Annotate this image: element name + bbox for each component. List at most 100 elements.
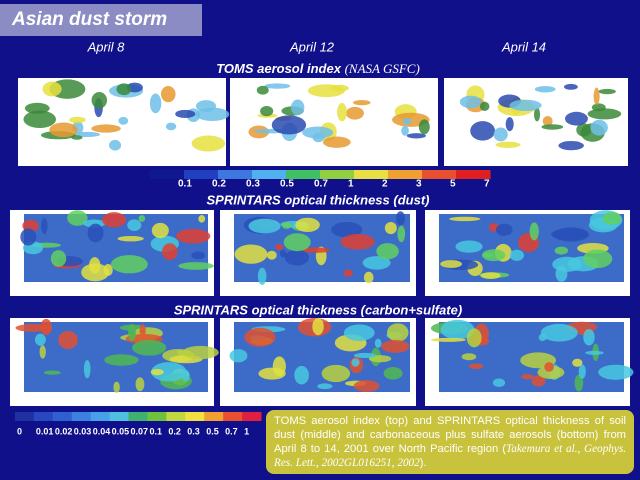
- map-blob: [234, 244, 268, 264]
- map-blob: [340, 233, 375, 250]
- map-blob: [41, 218, 48, 234]
- map-blob: [321, 364, 351, 383]
- map-blob: [151, 222, 169, 239]
- colorbar-swatch: [185, 412, 205, 421]
- map-blob: [50, 250, 67, 267]
- map-blob: [345, 106, 364, 120]
- colorbar-label: 3: [416, 179, 422, 190]
- map-blob: [69, 116, 86, 124]
- colorbar-label: 0.01: [36, 426, 54, 436]
- colorbar-swatch: [223, 412, 243, 421]
- map-blob: [191, 135, 226, 152]
- map-blob: [104, 354, 139, 366]
- colorbar-swatch: [15, 412, 35, 421]
- map-blob: [343, 324, 375, 341]
- map-blob: [598, 364, 634, 380]
- colorbar-swatch: [204, 412, 224, 421]
- map-blob: [479, 101, 490, 112]
- map-blob: [406, 133, 426, 139]
- map-blob: [109, 139, 122, 151]
- map-blob: [271, 115, 307, 135]
- colorbar-label: 1: [348, 179, 354, 190]
- map-blob: [258, 367, 286, 380]
- map-blob: [198, 215, 206, 223]
- map-blob: [401, 125, 409, 136]
- map-blob: [229, 349, 248, 363]
- map-blob: [541, 124, 564, 130]
- colorbar-swatch: [150, 170, 185, 179]
- map-blob: [351, 358, 360, 367]
- colorbar-swatch: [166, 412, 186, 421]
- map-blob: [244, 327, 276, 347]
- map-blob: [353, 380, 380, 392]
- map-blob: [195, 107, 230, 121]
- map-blob: [182, 345, 219, 360]
- map-blob: [281, 221, 292, 229]
- colorbar-swatch: [71, 412, 92, 421]
- map-blob: [302, 247, 331, 253]
- map-blob: [118, 116, 129, 125]
- map-blob: [127, 219, 142, 231]
- map-blob: [343, 269, 353, 277]
- colorbar-swatch: [286, 170, 321, 179]
- map-blob: [563, 83, 578, 90]
- map-blob: [395, 211, 406, 226]
- map-blob: [181, 369, 190, 382]
- map-blob: [461, 353, 477, 361]
- section-heading: SPRINTARS optical thickness (carbon+sulf…: [174, 302, 462, 317]
- map-blob: [565, 111, 588, 126]
- map-blob: [102, 212, 127, 228]
- colorbars: 0.1 0.2 0.3 0.5 0.7 1 2 3 5 70 0.01 0.02 0.03 0.04 0.0…: [15, 170, 491, 436]
- map-blob: [264, 83, 291, 89]
- map-blob: [87, 223, 104, 243]
- map-blob: [449, 216, 481, 222]
- colorbar-label: 0.5: [280, 179, 294, 190]
- colorbar-label: 0.07: [131, 426, 149, 436]
- map-blob: [135, 377, 145, 392]
- map-blob: [160, 86, 176, 103]
- map-blob: [495, 223, 513, 236]
- map-blob: [39, 345, 46, 359]
- map-blob: [552, 256, 582, 272]
- colorbar-swatch: [52, 412, 73, 421]
- map-blob: [368, 355, 392, 363]
- map-blob: [191, 251, 206, 260]
- colorbar-swatch: [242, 412, 262, 421]
- title-box: [0, 4, 202, 36]
- map-blob: [337, 102, 347, 122]
- map-blob: [279, 249, 287, 258]
- map-blob: [495, 141, 521, 148]
- map-blob: [40, 318, 52, 336]
- caption: TOMS aerosol index (top) and SPRINTARS o…: [266, 410, 634, 474]
- colorbar-label: 0.2: [168, 426, 181, 436]
- map-blob: [128, 323, 137, 342]
- map-blob: [554, 246, 569, 255]
- caption-text: TOMS aerosol index (top) and SPRINTARS o…: [274, 415, 626, 455]
- map-blob: [529, 222, 539, 241]
- colorbar-label: 2: [382, 179, 388, 190]
- colorbar-label: 0.1: [178, 179, 192, 190]
- colorbar-label: 5: [450, 179, 456, 190]
- colorbar-label: 0.1: [149, 426, 162, 436]
- colorbar-label: 0.02: [55, 426, 73, 436]
- map-blob: [132, 339, 167, 356]
- map-blob: [110, 255, 148, 274]
- map-blob: [572, 358, 583, 367]
- map-blob: [455, 240, 483, 253]
- map-blob: [248, 218, 281, 234]
- map-blob: [376, 243, 399, 260]
- map-blob: [598, 88, 616, 95]
- map-blob: [583, 329, 595, 346]
- date-label: April 14: [501, 39, 546, 54]
- map-blob: [138, 215, 146, 222]
- map-blob: [509, 99, 542, 112]
- slide-title: Asian dust storm: [11, 9, 167, 30]
- map-blob: [362, 256, 391, 270]
- map-blob: [353, 99, 371, 106]
- map-blob: [151, 362, 187, 382]
- map-blob: [312, 132, 325, 143]
- date-label: April 12: [289, 39, 335, 54]
- map-blob: [284, 249, 310, 266]
- colorbar-swatch: [147, 412, 167, 421]
